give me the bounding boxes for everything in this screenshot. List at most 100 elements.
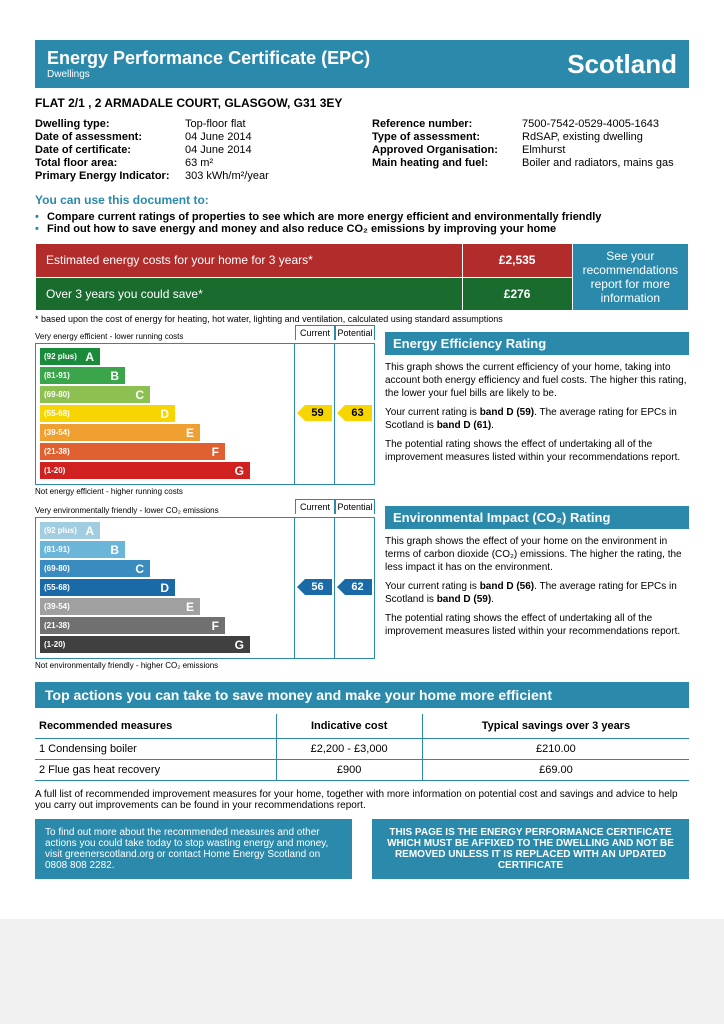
band-range: (81-91) [44, 545, 70, 554]
environmental-title: Environmental Impact (CO₂) Rating [385, 506, 689, 529]
band-range: (21-38) [44, 447, 70, 456]
detail-row: Dwelling type:Top-floor flat [35, 118, 352, 130]
env-chart-bot-caption: Not environmentally friendly - higher CO… [35, 661, 375, 670]
environmental-section: Very environmentally friendly - lower CO… [35, 506, 689, 670]
measures-header: Indicative cost [276, 714, 422, 739]
rating-band-D: (55-68)D [40, 405, 175, 422]
band-range: (21-38) [44, 621, 70, 630]
rating-band-E: (39-54) E [40, 424, 200, 441]
band-letter: C [135, 562, 144, 576]
footer-box-right: THIS PAGE IS THE ENERGY PERFORMANCE CERT… [372, 819, 689, 879]
detail-row: Total floor area:63 m² [35, 157, 352, 169]
detail-value: Elmhurst [522, 144, 565, 156]
detail-row: Reference number:7500-7542-0529-4005-164… [372, 118, 689, 130]
band-range: (92 plus) [44, 526, 77, 535]
table-cell: 2 Flue gas heat recovery [35, 760, 276, 781]
rating-band-G: (1-20) G [40, 462, 250, 479]
rating-band-D: (55-68) D [40, 579, 175, 596]
table-cell: £2,200 - £3,000 [276, 739, 422, 760]
detail-row: Date of certificate:04 June 2014 [35, 144, 352, 156]
rating-band-A: (92 plus) A [40, 522, 100, 539]
eff-chart-bot-caption: Not energy efficient - higher running co… [35, 487, 375, 496]
table-row: 2 Flue gas heat recovery£900£69.00 [35, 760, 689, 781]
rating-band-B: (81-91)B [40, 541, 125, 558]
detail-value: 04 June 2014 [185, 144, 252, 156]
band-range: (92 plus) [44, 352, 77, 361]
band-letter: A [85, 524, 94, 538]
detail-value: Top-floor flat [185, 118, 246, 130]
band-letter: A [85, 350, 94, 364]
cost-table: Estimated energy costs for your home for… [35, 243, 689, 311]
efficiency-p2: Your current rating is band D (59). The … [385, 406, 689, 432]
current-rating-arrow: 59 [305, 405, 332, 421]
header-title: Energy Performance Certificate (EPC) [47, 48, 370, 69]
environmental-p3: The potential rating shows the effect of… [385, 612, 689, 638]
detail-label: Reference number: [372, 118, 522, 130]
header-bar: Energy Performance Certificate (EPC) Dwe… [35, 40, 689, 88]
detail-value: Boiler and radiators, mains gas [522, 157, 674, 169]
cost-save-value: £276 [462, 277, 572, 311]
band-letter: F [212, 619, 219, 633]
table-row: 1 Condensing boiler£2,200 - £3,000£210.0… [35, 739, 689, 760]
top-actions-header: Top actions you can take to save money a… [35, 682, 689, 708]
table-cell: £210.00 [422, 739, 689, 760]
band-letter: F [212, 445, 219, 459]
efficiency-chart: (92 plus)A(81-91)B(69-80)C(55-68)D(39-54… [35, 343, 375, 485]
usage-item: Find out how to save energy and money an… [35, 223, 689, 235]
band-range: (39-54) [44, 602, 70, 611]
cost-3yr-value: £2,535 [462, 244, 572, 278]
eff-col-potential: Potential [335, 325, 375, 340]
footer-boxes: To find out more about the recommended m… [35, 819, 689, 879]
detail-label: Dwelling type: [35, 118, 185, 130]
band-letter: C [135, 388, 144, 402]
potential-rating-arrow: 63 [345, 405, 372, 421]
band-letter: E [186, 600, 194, 614]
potential-rating-arrow: 62 [345, 579, 372, 595]
table-cell: £900 [276, 760, 422, 781]
header-subtitle: Dwellings [47, 69, 370, 80]
detail-label: Type of assessment: [372, 131, 522, 143]
detail-value: 04 June 2014 [185, 131, 252, 143]
rating-band-E: (39-54) E [40, 598, 200, 615]
rating-band-A: (92 plus) A [40, 348, 100, 365]
detail-label: Main heating and fuel: [372, 157, 522, 169]
detail-row: Type of assessment:RdSAP, existing dwell… [372, 131, 689, 143]
usage-list: Compare current ratings of properties to… [35, 211, 689, 235]
current-rating-arrow: 56 [305, 579, 332, 595]
usage-item: Compare current ratings of properties to… [35, 211, 689, 223]
environmental-p1: This graph shows the effect of your home… [385, 535, 689, 574]
band-letter: G [235, 638, 244, 652]
band-range: (81-91) [44, 371, 70, 380]
detail-value: 63 m² [185, 157, 213, 169]
efficiency-p3: The potential rating shows the effect of… [385, 438, 689, 464]
property-address: FLAT 2/1 , 2 ARMADALE COURT, GLASGOW, G3… [35, 88, 689, 118]
detail-value: RdSAP, existing dwelling [522, 131, 643, 143]
table-cell: 1 Condensing boiler [35, 739, 276, 760]
efficiency-section: Very energy efficient - lower running co… [35, 332, 689, 496]
rating-band-F: (21-38) F [40, 617, 225, 634]
band-letter: G [235, 464, 244, 478]
property-details: Dwelling type:Top-floor flatDate of asse… [35, 118, 689, 183]
detail-label: Primary Energy Indicator: [35, 170, 185, 182]
header-region: Scotland [567, 49, 677, 80]
detail-value: 303 kWh/m²/year [185, 170, 269, 182]
usage-title: You can use this document to: [35, 193, 689, 207]
band-range: (55-68) [44, 583, 70, 592]
band-letter: D [160, 581, 169, 595]
cost-3yr-label: Estimated energy costs for your home for… [36, 244, 463, 278]
env-col-current: Current [295, 499, 335, 514]
table-cell: £69.00 [422, 760, 689, 781]
detail-row: Main heating and fuel:Boiler and radiato… [372, 157, 689, 169]
efficiency-p1: This graph shows the current efficiency … [385, 361, 689, 400]
band-letter: E [186, 426, 194, 440]
band-range: (39-54) [44, 428, 70, 437]
detail-value: 7500-7542-0529-4005-1643 [522, 118, 659, 130]
rating-band-C: (69-80)C [40, 560, 150, 577]
measures-header: Typical savings over 3 years [422, 714, 689, 739]
eff-col-current: Current [295, 325, 335, 340]
band-range: (1-20) [44, 466, 65, 475]
footer-note: A full list of recommended improvement m… [35, 789, 689, 811]
measures-header: Recommended measures [35, 714, 276, 739]
cost-save-label: Over 3 years you could save* [36, 277, 463, 311]
environmental-chart: (92 plus) A (81-91)B (69-80)C (55-68) D (39-54… [35, 517, 375, 659]
